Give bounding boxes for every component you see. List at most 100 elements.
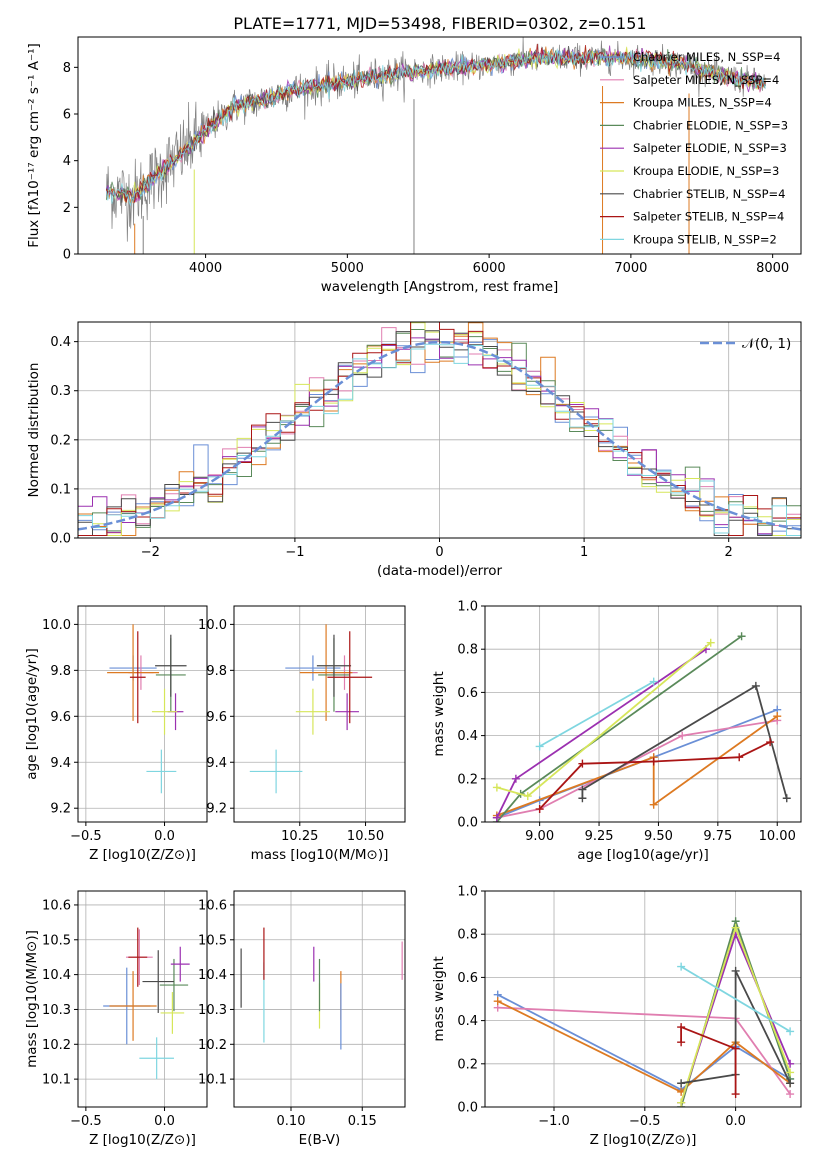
axes-frame (77, 36, 802, 255)
x-tick-label: 6000 (473, 261, 506, 276)
x-tick-label: 9.50 (644, 829, 673, 844)
mass-weight-marker (649, 677, 658, 686)
y-axis-label: mass weight (431, 671, 447, 756)
panel-residuals: −2 −1 0 1 2 0.0 0.1 0.2 0.3 0.4 (data-model)/error… (26, 321, 802, 579)
mass-weight-marker (731, 923, 740, 932)
panel-massweight-vs-Z: −1.0 −0.5 0.0 0.0 0.2 0.4 0.6 0.8 1.0 Z [log10(Z/… (431, 885, 802, 1148)
x-axis-label: mass [log10(M/M⊙)] (251, 847, 389, 863)
x-tick-label: 0.15 (348, 1114, 377, 1129)
x-tick-label: 0.0 (154, 829, 175, 844)
y-tick-label: 0.1 (50, 482, 71, 497)
x-axis-label: (data-model)/error (377, 563, 503, 579)
mass-weight-marker (511, 774, 520, 783)
figure-title: PLATE=1771, MJD=53498, FIBERID=0302, z=0… (233, 14, 646, 33)
y-tick-label: 9.4 (50, 756, 71, 771)
mass-weight-marker (735, 753, 744, 762)
y-tick-label: 9.2 (206, 802, 227, 817)
y-tick-label: 0.2 (457, 772, 478, 787)
mass-weight-line (680, 970, 791, 1085)
y-tick-label: 9.8 (50, 664, 71, 679)
axes-frame (233, 605, 406, 823)
y-axis-label: mass weight (431, 956, 447, 1041)
y-tick-label: 0.4 (50, 335, 71, 350)
axes-frame (484, 890, 802, 1108)
x-tick-label: −1 (285, 545, 304, 560)
mass-weight-marker (578, 759, 587, 768)
y-axis-label: Normed distribution (26, 363, 42, 498)
model-spectrum-line (106, 46, 767, 200)
y-tick-label: 10.0 (42, 618, 71, 633)
plot-area-massweight-vs-Z (493, 917, 795, 1107)
x-tick-label: 0.0 (154, 1114, 175, 1129)
y-tick-label: 1.0 (457, 885, 478, 900)
mass-weight-marker (493, 997, 502, 1006)
model-spectrum-line (105, 47, 767, 207)
mass-weight-line (497, 1000, 791, 1093)
y-tick-label: 10.6 (42, 898, 71, 913)
mass-weight-marker (535, 742, 544, 751)
mass-weight-marker (731, 1090, 740, 1099)
mass-weight-marker (731, 966, 740, 975)
plot-area-age-vs-mass (249, 624, 373, 794)
mass-weight-marker (535, 805, 544, 814)
residual-histogram (78, 322, 801, 538)
mass-weight-line (680, 1025, 737, 1094)
y-tick-label: 0.4 (457, 729, 478, 744)
mass-weight-marker (492, 813, 501, 822)
panel-massweight-vs-age: 9.00 9.25 9.50 9.75 10.00 0.0 0.2 0.4 0.6 0.8 1.0 a… (431, 600, 802, 863)
mass-weight-marker (766, 738, 775, 747)
x-tick-label: 0 (435, 545, 443, 560)
mass-weight-marker (649, 757, 658, 766)
y-axis-label: age [log10(age/yr)] (24, 648, 40, 780)
x-tick-label: 9.00 (525, 829, 554, 844)
x-tick-label: 9.25 (585, 829, 614, 844)
x-tick-label: 2 (725, 545, 733, 560)
mass-weight-marker (786, 1068, 795, 1077)
mass-weight-marker (677, 1098, 686, 1107)
plot-area-mass-vs-Z (103, 927, 190, 1080)
y-tick-label: 6 (63, 108, 71, 123)
y-tick-label: 9.8 (206, 664, 227, 679)
x-tick-label: 8000 (756, 261, 789, 276)
mass-weight-marker (786, 1090, 795, 1099)
legend-label: Salpeter STELIB, N_SSP=4 (633, 210, 784, 224)
y-tick-label: 0.0 (457, 1101, 478, 1116)
mass-weight-marker (731, 1044, 740, 1053)
axes-frame (77, 605, 208, 823)
plot-area-mass-vs-ebv (240, 927, 403, 1050)
y-tick-label: 0 (63, 248, 71, 263)
x-tick-label: 1 (580, 545, 588, 560)
x-axis-label: Z [log10(Z/Z⊙)] (89, 847, 196, 863)
mass-weight-marker (737, 632, 746, 641)
mass-weight-line (680, 965, 791, 1033)
plot-area-residuals (78, 322, 801, 538)
plot-area-spectrum (105, 37, 767, 254)
y-tick-label: 10.6 (198, 898, 227, 913)
mass-weight-marker (523, 792, 532, 801)
y-axis-label: mass [log10(M/M⊙)] (24, 930, 40, 1068)
mass-weight-line (538, 741, 771, 810)
panel-mass-vs-ebv: 0.10 0.15 10.1 10.2 10.3 10.4 10.5 10.6 E(B-V) (198, 890, 406, 1148)
mass-weight-marker (786, 1027, 795, 1036)
mass-weight-marker (492, 783, 501, 792)
y-tick-label: 10.3 (42, 1003, 71, 1018)
legend-label: Kroupa STELIB, N_SSP=2 (633, 232, 777, 246)
axes-frame (484, 605, 802, 823)
x-axis-label: age [log10(age/yr)] (577, 847, 709, 863)
y-tick-label: 10.4 (198, 968, 227, 983)
legend-label: Kroupa ELODIE, N_SSP=3 (633, 164, 779, 178)
panel-age-vs-Z: −0.5 0.0 9.2 9.4 9.6 9.8 10.0 Z [log10(Z/Z⊙)] ag… (24, 605, 208, 863)
y-tick-label: 10.0 (198, 618, 227, 633)
plot-area-age-vs-Z (107, 624, 187, 794)
y-tick-label: 10.1 (42, 1073, 71, 1088)
x-tick-label: 4000 (189, 261, 222, 276)
mass-weight-line (539, 680, 655, 748)
axes-frame (77, 321, 802, 539)
mass-weight-marker (706, 638, 715, 647)
y-tick-label: 0.8 (457, 643, 478, 658)
x-tick-label: 0.10 (277, 1114, 306, 1129)
x-tick-label: 9.75 (703, 829, 732, 844)
y-tick-label: 0.8 (457, 928, 478, 943)
legend-label: 𝒩(0, 1) (742, 336, 791, 352)
